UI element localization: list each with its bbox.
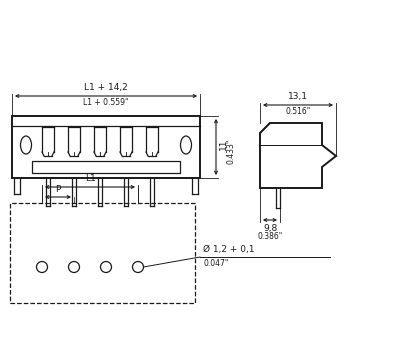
Bar	[12, 116, 200, 178]
Text: 11: 11	[219, 138, 228, 150]
Text: L1 + 14,2: L1 + 14,2	[84, 83, 128, 92]
Ellipse shape	[180, 136, 192, 154]
Circle shape	[100, 261, 112, 273]
Ellipse shape	[20, 136, 32, 154]
Text: Ø 1,2 + 0,1: Ø 1,2 + 0,1	[203, 245, 254, 254]
Text: L1: L1	[85, 174, 95, 183]
Bar	[10, 203, 195, 303]
Circle shape	[68, 261, 80, 273]
Text: P: P	[55, 185, 61, 194]
Circle shape	[36, 261, 48, 273]
Text: 0.386": 0.386"	[257, 232, 283, 241]
Text: 13,1: 13,1	[288, 92, 308, 101]
Text: 0.433": 0.433"	[226, 138, 235, 164]
Bar	[32, 161, 180, 173]
Text: L1 + 0.559": L1 + 0.559"	[83, 98, 129, 107]
Circle shape	[132, 261, 144, 273]
Text: 9,8: 9,8	[263, 224, 277, 233]
Text: 0.047": 0.047"	[203, 259, 228, 268]
Text: 0.516": 0.516"	[285, 107, 311, 116]
